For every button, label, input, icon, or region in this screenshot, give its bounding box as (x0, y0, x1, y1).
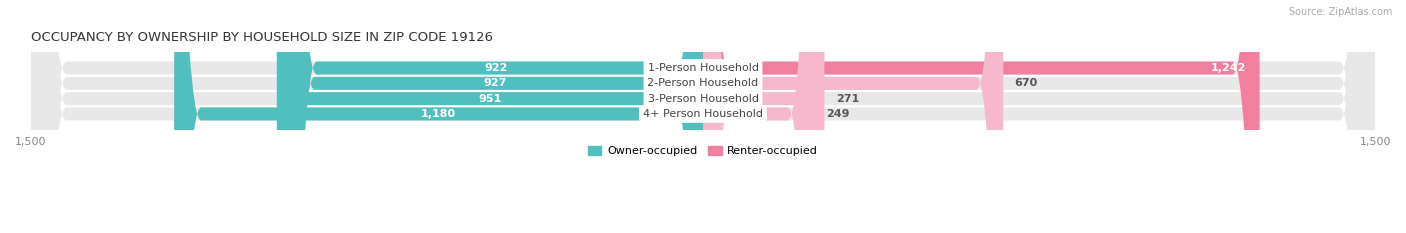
Text: OCCUPANCY BY OWNERSHIP BY HOUSEHOLD SIZE IN ZIP CODE 19126: OCCUPANCY BY OWNERSHIP BY HOUSEHOLD SIZE… (31, 31, 492, 44)
FancyBboxPatch shape (277, 0, 703, 233)
Text: 4+ Person Household: 4+ Person Household (643, 109, 763, 119)
Text: 922: 922 (485, 63, 508, 73)
FancyBboxPatch shape (31, 0, 1375, 233)
Text: 2-Person Household: 2-Person Household (647, 78, 759, 88)
FancyBboxPatch shape (31, 0, 1375, 233)
Text: 271: 271 (835, 94, 859, 104)
Text: 1,242: 1,242 (1211, 63, 1246, 73)
FancyBboxPatch shape (290, 0, 703, 233)
Legend: Owner-occupied, Renter-occupied: Owner-occupied, Renter-occupied (588, 146, 818, 156)
FancyBboxPatch shape (703, 0, 824, 233)
FancyBboxPatch shape (703, 0, 1260, 233)
FancyBboxPatch shape (174, 0, 703, 233)
FancyBboxPatch shape (703, 0, 814, 233)
FancyBboxPatch shape (31, 0, 1375, 233)
Text: 3-Person Household: 3-Person Household (648, 94, 758, 104)
FancyBboxPatch shape (703, 0, 1004, 233)
Text: 927: 927 (484, 78, 508, 88)
FancyBboxPatch shape (31, 0, 1375, 233)
Text: 1-Person Household: 1-Person Household (648, 63, 758, 73)
FancyBboxPatch shape (288, 0, 703, 233)
Text: 951: 951 (478, 94, 502, 104)
Text: 249: 249 (825, 109, 849, 119)
Text: 1,180: 1,180 (420, 109, 456, 119)
Text: 670: 670 (1015, 78, 1038, 88)
Text: Source: ZipAtlas.com: Source: ZipAtlas.com (1288, 7, 1392, 17)
